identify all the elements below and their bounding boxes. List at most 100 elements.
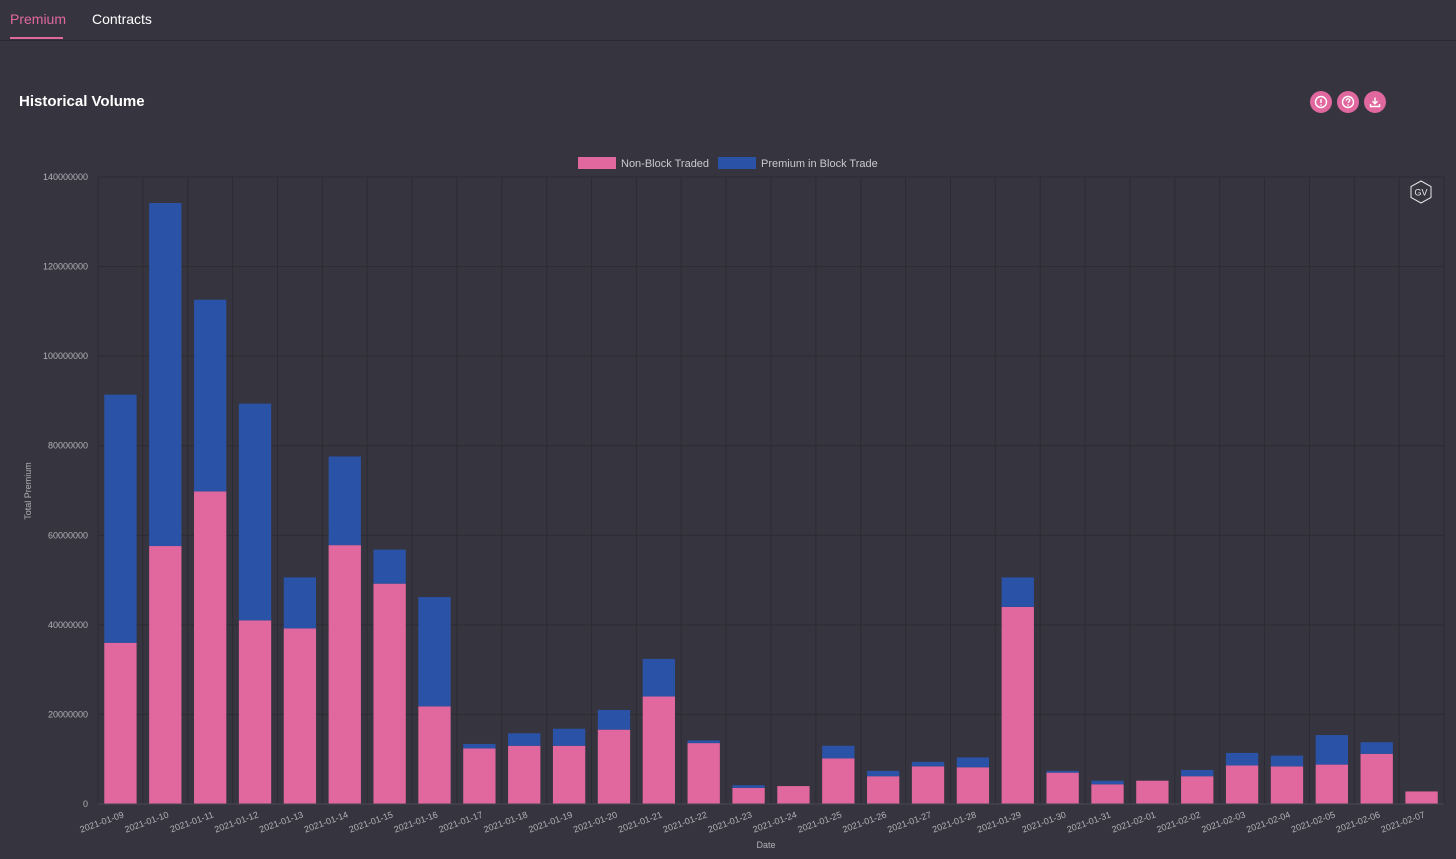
bar-block[interactable] xyxy=(732,785,765,788)
x-tick-label: 2021-02-07 xyxy=(1380,809,1427,834)
bar-block[interactable] xyxy=(1360,742,1393,754)
x-tick-label: 2021-02-06 xyxy=(1335,809,1382,834)
bar-block[interactable] xyxy=(1046,770,1079,773)
stacked-bar-chart: 0 20000000 40000000 60000000 80000000 1000000… xyxy=(23,157,1445,850)
x-tick-label: 2021-01-23 xyxy=(707,809,754,834)
x-tick-label: 2021-01-28 xyxy=(931,809,978,834)
bar-non-block[interactable] xyxy=(687,743,720,804)
x-tick-label: 2021-01-12 xyxy=(213,809,260,834)
bar-block[interactable] xyxy=(238,403,272,621)
bar-non-block[interactable] xyxy=(283,628,317,804)
help-icon xyxy=(1341,95,1355,109)
x-tick-label: 2021-01-21 xyxy=(617,809,664,834)
bar-non-block[interactable] xyxy=(104,642,137,804)
help-button[interactable] xyxy=(1337,91,1359,113)
y-tick-label: 40000000 xyxy=(48,620,88,630)
x-tick-label: 2021-01-22 xyxy=(662,809,709,834)
bar-non-block[interactable] xyxy=(1046,772,1079,804)
bar-non-block[interactable] xyxy=(1270,766,1304,804)
x-tick-label: 2021-01-30 xyxy=(1021,809,1068,834)
x-tick-label: 2021-02-05 xyxy=(1290,809,1337,834)
bar-non-block[interactable] xyxy=(1001,606,1034,804)
bar-non-block[interactable] xyxy=(463,748,496,804)
bar-block[interactable] xyxy=(1315,735,1348,765)
bar-block[interactable] xyxy=(687,740,720,744)
bar-block[interactable] xyxy=(1225,752,1259,766)
chart-title: Historical Volume xyxy=(19,93,145,110)
x-tick-label: 2021-01-09 xyxy=(78,809,125,834)
bar-non-block[interactable] xyxy=(642,696,675,804)
bar-non-block[interactable] xyxy=(238,620,272,804)
x-tick-label: 2021-01-16 xyxy=(392,809,439,834)
x-tick-label: 2021-01-10 xyxy=(123,809,170,834)
y-tick-label: 20000000 xyxy=(48,709,88,719)
bar-block[interactable] xyxy=(373,549,406,584)
bar-block[interactable] xyxy=(149,202,182,547)
watermark-badge: GV xyxy=(1410,180,1432,204)
x-tick-label: 2021-02-03 xyxy=(1200,809,1247,834)
bar-block[interactable] xyxy=(1270,755,1304,767)
tab-bar: Premium Contracts xyxy=(0,0,1456,41)
tab-premium[interactable]: Premium xyxy=(10,11,67,27)
bar-non-block[interactable] xyxy=(867,776,900,804)
bar-block[interactable] xyxy=(328,456,361,546)
bar-block[interactable] xyxy=(194,299,227,492)
x-tick-label: 2021-01-19 xyxy=(527,809,574,834)
bar-non-block[interactable] xyxy=(1181,776,1214,804)
bar-block[interactable] xyxy=(867,770,900,777)
bar-non-block[interactable] xyxy=(1091,784,1124,804)
bar-block[interactable] xyxy=(104,394,137,643)
download-icon xyxy=(1369,97,1381,108)
bar-block[interactable] xyxy=(597,709,631,730)
bar-block[interactable] xyxy=(508,733,541,746)
x-tick-label: 2021-01-11 xyxy=(169,809,215,834)
bar-block[interactable] xyxy=(1091,780,1124,785)
bar-block[interactable] xyxy=(283,577,317,629)
y-tick-label: 120000000 xyxy=(43,262,88,272)
legend: Non-Block Traded Premium in Block Trade xyxy=(578,157,878,170)
bar-block[interactable] xyxy=(911,761,945,767)
bar-non-block[interactable] xyxy=(373,583,406,804)
x-tick-label: 2021-02-01 xyxy=(1110,809,1157,834)
x-tick-label: 2021-02-04 xyxy=(1245,809,1292,834)
y-tick-label: 60000000 xyxy=(48,530,88,540)
y-axis-title: Total Premium xyxy=(23,462,33,520)
x-tick-label: 2021-01-15 xyxy=(348,809,395,834)
tab-contracts[interactable]: Contracts xyxy=(92,11,152,27)
bar-non-block[interactable] xyxy=(956,767,990,804)
bar-block[interactable] xyxy=(418,597,451,707)
bar-block[interactable] xyxy=(822,745,855,759)
bar-non-block[interactable] xyxy=(732,787,765,804)
info-icon xyxy=(1314,95,1328,109)
bar-block[interactable] xyxy=(1001,577,1034,607)
bar-non-block[interactable] xyxy=(1136,780,1169,804)
bar-non-block[interactable] xyxy=(1225,765,1259,804)
bar-non-block[interactable] xyxy=(1360,753,1393,804)
bar-non-block[interactable] xyxy=(552,745,586,804)
bar-non-block[interactable] xyxy=(777,786,810,804)
bar-non-block[interactable] xyxy=(508,745,541,804)
bar-non-block[interactable] xyxy=(822,758,855,804)
legend-swatch-block xyxy=(718,157,756,169)
info-button[interactable] xyxy=(1310,91,1332,113)
bar-non-block[interactable] xyxy=(149,546,182,804)
bar-non-block[interactable] xyxy=(911,766,945,804)
bar-block[interactable] xyxy=(463,743,496,749)
bar-block[interactable] xyxy=(642,658,675,697)
bar-block[interactable] xyxy=(552,728,586,746)
y-tick-label: 80000000 xyxy=(48,441,88,451)
download-button[interactable] xyxy=(1364,91,1386,113)
y-tick-label: 0 xyxy=(83,799,88,809)
bar-non-block[interactable] xyxy=(328,545,361,804)
bar-block[interactable] xyxy=(956,757,990,768)
bar-block[interactable] xyxy=(1181,769,1214,777)
bar-non-block[interactable] xyxy=(597,729,631,804)
x-tick-label: 2021-01-27 xyxy=(886,809,933,834)
legend-label-non-block[interactable]: Non-Block Traded xyxy=(621,158,709,170)
bar-non-block[interactable] xyxy=(1405,791,1438,804)
bar-non-block[interactable] xyxy=(1315,764,1348,804)
bar-non-block[interactable] xyxy=(194,491,227,804)
bar-non-block[interactable] xyxy=(418,706,451,804)
legend-label-block[interactable]: Premium in Block Trade xyxy=(761,158,878,170)
active-tab-indicator xyxy=(10,37,63,39)
